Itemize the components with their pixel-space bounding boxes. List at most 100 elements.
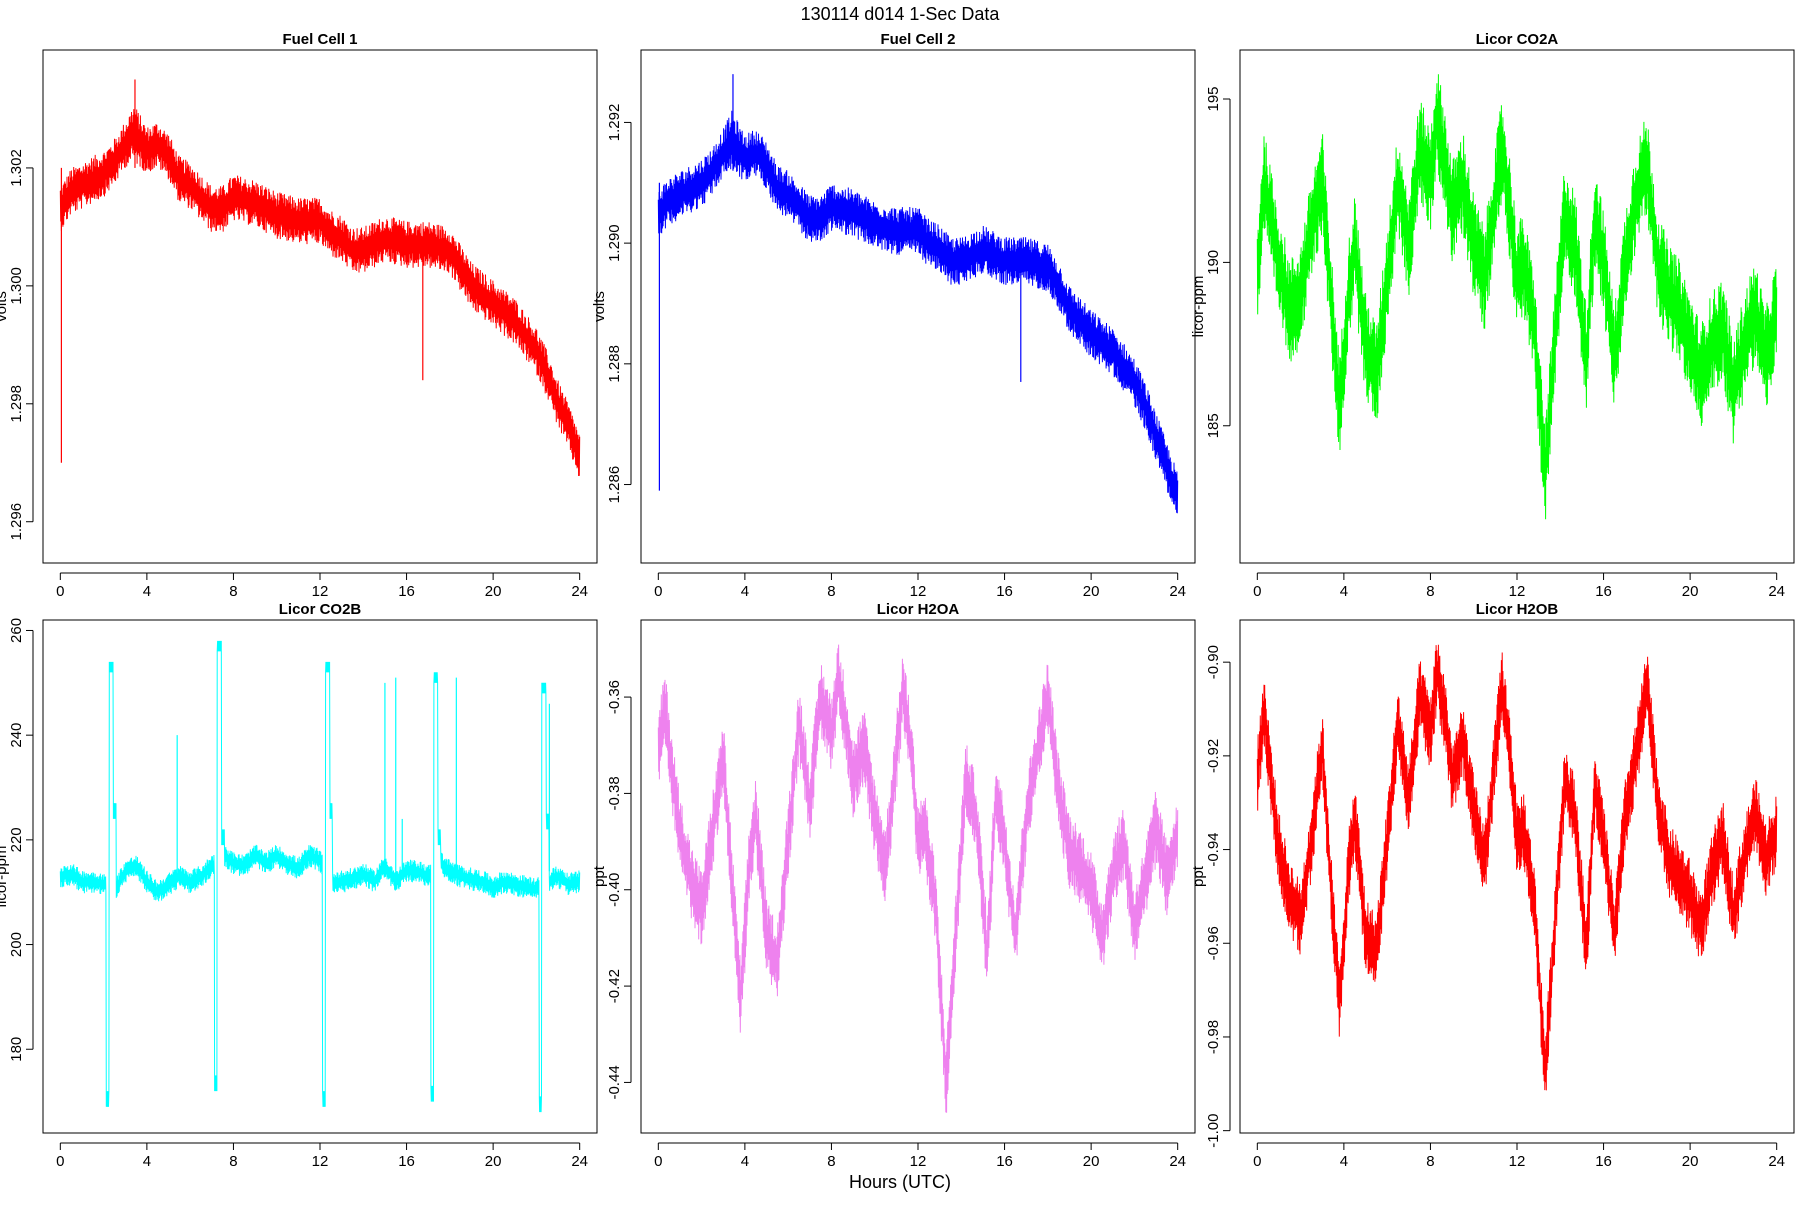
x-tick-label: 0 xyxy=(56,583,64,600)
y-tick-label: 1.290 xyxy=(606,224,623,262)
x-tick-label: 8 xyxy=(229,1153,237,1170)
panel-title: Licor CO2B xyxy=(279,601,362,618)
x-tick-label: 20 xyxy=(485,583,502,600)
y-tick-label: -0.90 xyxy=(1205,645,1222,679)
panel-licor-h2oa: Licor H2OA 0 4 8 12 16 20 24 -0.44 -0.42 -0.40 -0.3… xyxy=(591,601,1196,1170)
y-tick-label: -0.38 xyxy=(606,776,623,810)
x-tick-label: 12 xyxy=(910,1153,927,1170)
x-tick-label: 24 xyxy=(1169,583,1186,600)
chart-panels: Fuel Cell 1 0 4 8 12 16 20 24 1.296 1.298 1.300 1.3… xyxy=(0,31,1795,1170)
x-tick-label: 24 xyxy=(1169,1153,1186,1170)
x-tick-label: 16 xyxy=(996,583,1013,600)
y-axis-label: ppt xyxy=(1190,865,1207,887)
plot-frame xyxy=(640,619,1196,1134)
x-axis-title: Hours (UTC) xyxy=(849,1172,951,1192)
plot-frame xyxy=(42,49,598,564)
x-tick-label: 4 xyxy=(143,1153,151,1170)
x-tick-label: 0 xyxy=(654,583,662,600)
x-tick-label: 16 xyxy=(1595,1153,1612,1170)
x-tick-label: 24 xyxy=(571,1153,588,1170)
panel-fuel-cell-1: Fuel Cell 1 0 4 8 12 16 20 24 1.296 1.298 1.300 1.3… xyxy=(0,31,598,600)
x-tick-label: 20 xyxy=(485,1153,502,1170)
x-tick-label: 20 xyxy=(1083,1153,1100,1170)
y-tick-label: 1.302 xyxy=(8,149,25,187)
x-tick-label: 12 xyxy=(312,1153,329,1170)
y-axis-label: volts xyxy=(591,291,608,322)
x-tick-label: 12 xyxy=(1509,1153,1526,1170)
panel-title: Licor H2OA xyxy=(877,601,960,618)
x-tick-label: 16 xyxy=(996,1153,1013,1170)
y-tick-label: 1.300 xyxy=(8,267,25,305)
y-tick-label: 240 xyxy=(8,723,25,748)
series-line xyxy=(1256,644,1778,1091)
x-tick-label: 24 xyxy=(1768,583,1785,600)
x-tick-label: 4 xyxy=(741,583,749,600)
y-tick-label: -0.40 xyxy=(606,873,623,907)
series-line xyxy=(657,110,1179,514)
plot-frame xyxy=(640,49,1196,564)
x-tick-label: 8 xyxy=(1426,583,1434,600)
x-tick-label: 4 xyxy=(143,583,151,600)
x-tick-label: 20 xyxy=(1682,1153,1699,1170)
x-tick-label: 12 xyxy=(1509,583,1526,600)
x-tick-label: 24 xyxy=(1768,1153,1785,1170)
y-tick-label: 220 xyxy=(8,827,25,852)
plot-frame xyxy=(1239,49,1795,564)
y-axis-label: volts xyxy=(0,291,10,322)
x-tick-label: 8 xyxy=(827,1153,835,1170)
y-tick-label: 200 xyxy=(8,932,25,957)
x-tick-label: 16 xyxy=(398,583,415,600)
x-tick-label: 0 xyxy=(56,1153,64,1170)
x-tick-label: 4 xyxy=(1340,1153,1348,1170)
y-axis-label: ppt xyxy=(591,865,608,887)
y-tick-label: 1.286 xyxy=(606,466,623,504)
x-tick-label: 12 xyxy=(312,583,329,600)
x-tick-label: 0 xyxy=(1253,1153,1261,1170)
x-tick-label: 4 xyxy=(1340,583,1348,600)
panel-licor-co2b: Licor CO2B 0 4 8 12 16 20 24 180 200 220 240 260 lico… xyxy=(0,601,598,1170)
y-tick-label: 185 xyxy=(1205,413,1222,438)
x-tick-label: 0 xyxy=(654,1153,662,1170)
y-tick-label: -1.00 xyxy=(1205,1114,1222,1148)
series-line xyxy=(59,640,581,1113)
x-tick-label: 12 xyxy=(910,583,927,600)
panel-title: Fuel Cell 2 xyxy=(880,31,955,48)
y-tick-label: 1.292 xyxy=(606,104,623,142)
x-tick-label: 8 xyxy=(229,583,237,600)
x-tick-label: 4 xyxy=(741,1153,749,1170)
y-tick-label: -0.96 xyxy=(1205,926,1222,960)
y-axis-label: licor-ppm xyxy=(0,846,10,908)
panel-licor-co2a: Licor CO2A 0 4 8 12 16 20 24 185 190 195 licor-ppm xyxy=(1190,31,1795,600)
y-tick-label: 1.298 xyxy=(8,385,25,423)
plot-frame xyxy=(1239,619,1795,1134)
x-tick-label: 16 xyxy=(1595,583,1612,600)
x-tick-label: 20 xyxy=(1083,583,1100,600)
figure-title: 130114 d014 1-Sec Data xyxy=(801,4,1001,24)
y-tick-label: 260 xyxy=(8,618,25,643)
x-tick-label: 24 xyxy=(571,583,588,600)
panel-fuel-cell-2: Fuel Cell 2 0 4 8 12 16 20 24 1.286 1.288 1.290 1.2… xyxy=(591,31,1196,600)
y-tick-label: -0.94 xyxy=(1205,832,1222,866)
series-line xyxy=(657,644,1179,1113)
plot-frame xyxy=(42,619,598,1134)
y-tick-label: -0.36 xyxy=(606,680,623,714)
y-tick-label: -0.98 xyxy=(1205,1020,1222,1054)
y-tick-label: 1.296 xyxy=(8,503,25,541)
x-tick-label: 20 xyxy=(1682,583,1699,600)
y-tick-label: 180 xyxy=(8,1037,25,1062)
y-axis-label: licor-ppm xyxy=(1190,276,1207,338)
y-tick-label: -0.44 xyxy=(606,1065,623,1099)
panel-licor-h2ob: Licor H2OB 0 4 8 12 16 20 24 -1.00 -0.98 -0.96 -0.9… xyxy=(1190,601,1795,1170)
y-tick-label: -0.92 xyxy=(1205,739,1222,773)
x-tick-label: 16 xyxy=(398,1153,415,1170)
panel-title: Licor H2OB xyxy=(1476,601,1559,618)
x-tick-label: 8 xyxy=(827,583,835,600)
x-tick-label: 8 xyxy=(1426,1153,1434,1170)
y-tick-label: 195 xyxy=(1205,86,1222,111)
panel-title: Licor CO2A xyxy=(1476,31,1559,48)
series-line xyxy=(59,109,581,477)
series-line xyxy=(1256,74,1778,520)
y-tick-label: 1.288 xyxy=(606,345,623,383)
